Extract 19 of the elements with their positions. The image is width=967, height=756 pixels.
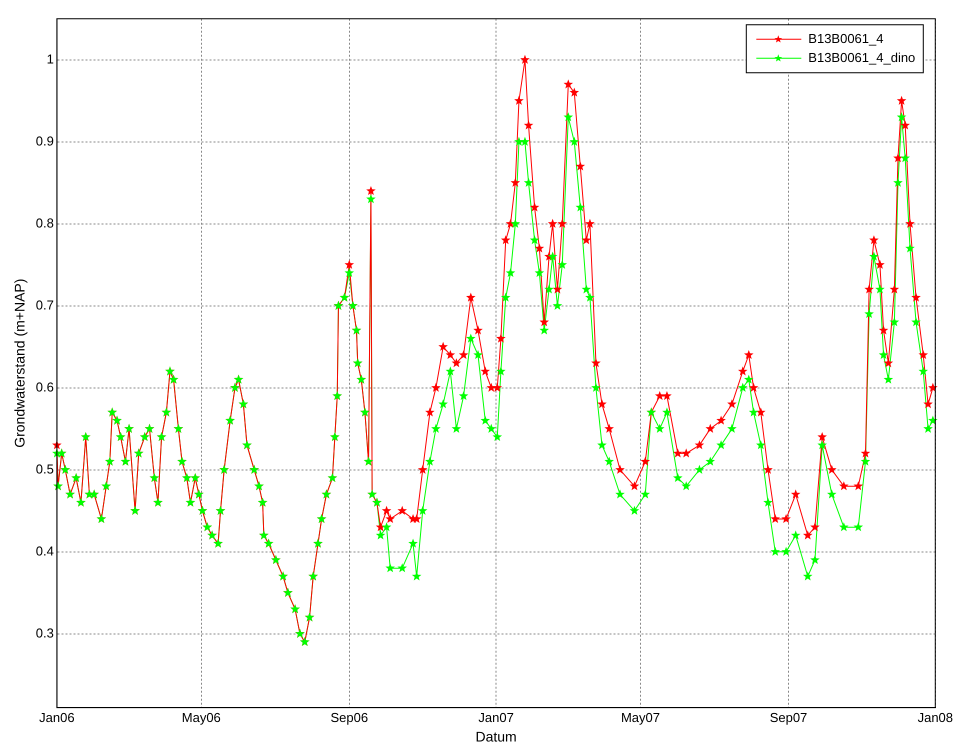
y-tick-label: 0.5 <box>36 461 54 476</box>
x-tick-label: May07 <box>620 710 660 725</box>
y-tick-label: 0.4 <box>36 543 54 558</box>
y-tick-label: 0.7 <box>36 297 54 312</box>
y-tick-label: 0.9 <box>36 133 54 148</box>
legend-label: B13B0061_4 <box>808 30 884 46</box>
x-tick-label: Sep07 <box>770 710 808 725</box>
y-axis-title: Grondwaterstand (m+NAP) <box>11 278 28 448</box>
x-tick-label: May06 <box>182 710 221 725</box>
y-tick-label: 0.3 <box>36 625 54 640</box>
y-tick-label: 0.8 <box>36 215 54 230</box>
x-tick-label: Jan06 <box>39 710 75 725</box>
x-tick-label: Jan07 <box>478 710 514 725</box>
y-tick-label: 1 <box>46 51 54 66</box>
y-tick-label: 0.6 <box>36 379 54 394</box>
x-axis-title: Datum <box>475 728 517 744</box>
legend-label: B13B0061_4_dino <box>808 50 916 65</box>
x-tick-label: Jan08 <box>918 710 953 725</box>
x-tick-label: Sep06 <box>330 710 368 725</box>
